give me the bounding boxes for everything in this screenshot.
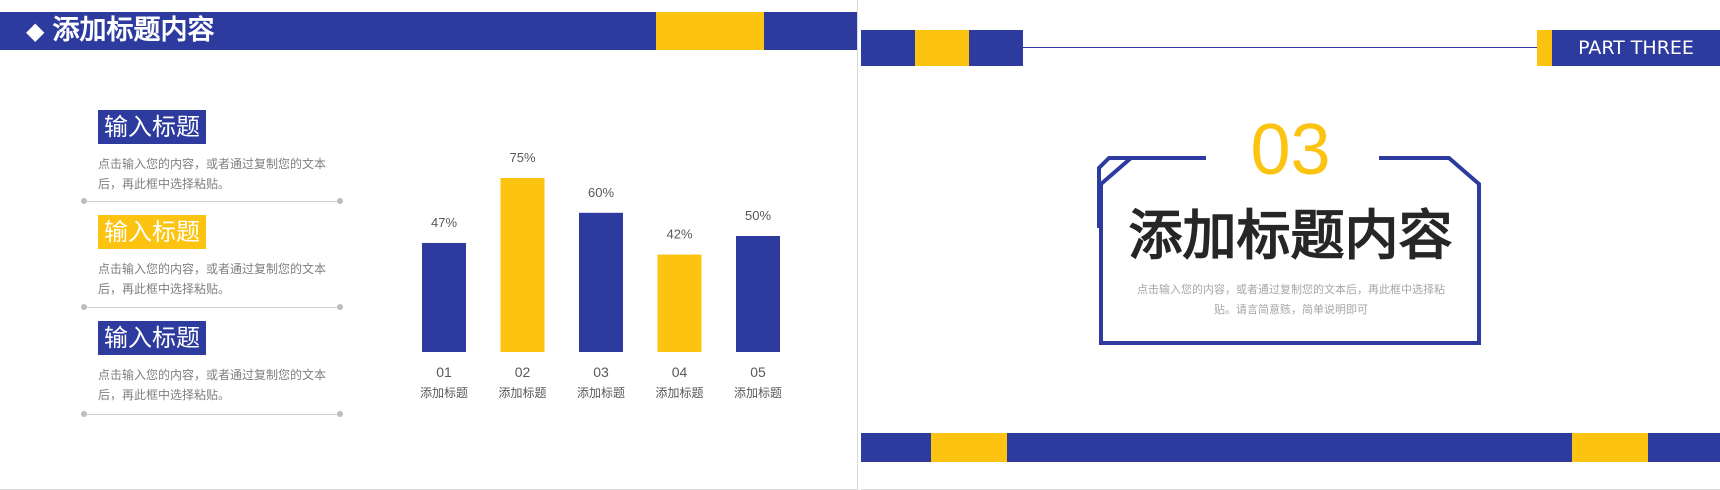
bar-value-label: 50% (745, 208, 771, 223)
bar-value-label: 60% (588, 185, 614, 200)
subtitle-line: 贴。请言简意赅，简单说明即可 (1214, 303, 1368, 316)
bar-value-label: 75% (509, 150, 535, 165)
bar-05 (736, 236, 780, 352)
bottom-bar-yellow (1572, 433, 1648, 462)
part-accent-block (1537, 30, 1552, 66)
item-desc-line: 点击输入您的内容，或者通过复制您的文本 (98, 368, 327, 382)
item-desc-line: 点击输入您的内容，或者通过复制您的文本 (98, 262, 327, 276)
section-title: 添加标题内容 (1128, 204, 1453, 267)
subtitle-line: 点击输入您的内容，或者通过复制您的文本后，再此框中选择粘 (1137, 283, 1445, 296)
content-slide[interactable]: ◆ 添加标题内容 输入标题 点击输入您的内容，或者通过复制您的文本 后，再此框中选… (0, 0, 858, 490)
bar-value-label: 42% (666, 227, 692, 242)
bar-value-label: 47% (431, 215, 457, 230)
frame-outline (1099, 156, 1481, 345)
separator-dot (337, 304, 343, 310)
separator-dot (81, 411, 87, 417)
bar-chart: 47% 01 添加标题 75% 02 添加标题 60% 03 添加标题 42% 04 添加标题 50% 0… (420, 150, 782, 400)
separator-dot (337, 198, 343, 204)
x-category-label: 添加标题 (655, 386, 703, 400)
section-divider-slide[interactable]: PART THREE 03 添加标题内容 点击输入您的内容，或者通过复制您的文本… (861, 0, 1720, 490)
x-tick-label: 03 (593, 364, 609, 380)
bar-01 (422, 242, 466, 352)
slide-title: ◆ 添加标题内容 (26, 12, 214, 50)
item-title-2[interactable]: 输入标题 (98, 215, 206, 249)
item-title-3[interactable]: 输入标题 (98, 321, 206, 355)
item-separator (84, 307, 340, 308)
item-desc-line: 点击输入您的内容，或者通过复制您的文本 (98, 157, 327, 171)
top-line (1023, 47, 1537, 48)
slide-title-text: 添加标题内容 (52, 15, 215, 46)
bar-04 (657, 254, 702, 352)
diamond-icon: ◆ (26, 17, 45, 45)
top-bar-yellow (915, 30, 969, 66)
title-frame (1097, 156, 1481, 345)
top-bar-blue (861, 30, 915, 66)
x-category-label: 添加标题 (420, 386, 468, 400)
section-subtitle: 点击输入您的内容，或者通过复制您的文本后，再此框中选择粘 贴。请言简意赅，简单说… (1131, 280, 1451, 320)
item-desc-line: 后，再此框中选择粘贴。 (98, 282, 231, 296)
x-tick-label: 02 (515, 364, 531, 380)
bottom-bar-yellow (931, 433, 1007, 462)
item-separator (84, 414, 340, 415)
x-tick-label: 05 (750, 364, 766, 380)
item-desc-line: 后，再此框中选择粘贴。 (98, 177, 231, 191)
x-tick-label: 04 (672, 364, 688, 380)
x-tick-label: 01 (436, 364, 452, 380)
x-category-label: 添加标题 (734, 386, 782, 400)
x-category-label: 添加标题 (577, 386, 625, 400)
section-number: 03 (1250, 110, 1331, 190)
header-accent-block (656, 12, 764, 50)
bar-02 (500, 178, 545, 352)
item-desc-line: 后，再此框中选择粘贴。 (98, 388, 231, 402)
separator-dot (81, 304, 87, 310)
separator-dot (81, 198, 87, 204)
item-desc-3[interactable]: 点击输入您的内容，或者通过复制您的文本 后，再此框中选择粘贴。 (98, 365, 338, 405)
item-desc-1[interactable]: 点击输入您的内容，或者通过复制您的文本 后，再此框中选择粘贴。 (98, 154, 338, 194)
x-category-label: 添加标题 (498, 386, 546, 400)
part-label: PART THREE (1552, 30, 1720, 66)
item-separator (84, 201, 340, 202)
item-desc-2[interactable]: 点击输入您的内容，或者通过复制您的文本 后，再此框中选择粘贴。 (98, 259, 338, 299)
bar-03 (579, 212, 623, 352)
separator-dot (337, 411, 343, 417)
top-bar-blue (969, 30, 1023, 66)
item-title-1[interactable]: 输入标题 (98, 110, 206, 144)
